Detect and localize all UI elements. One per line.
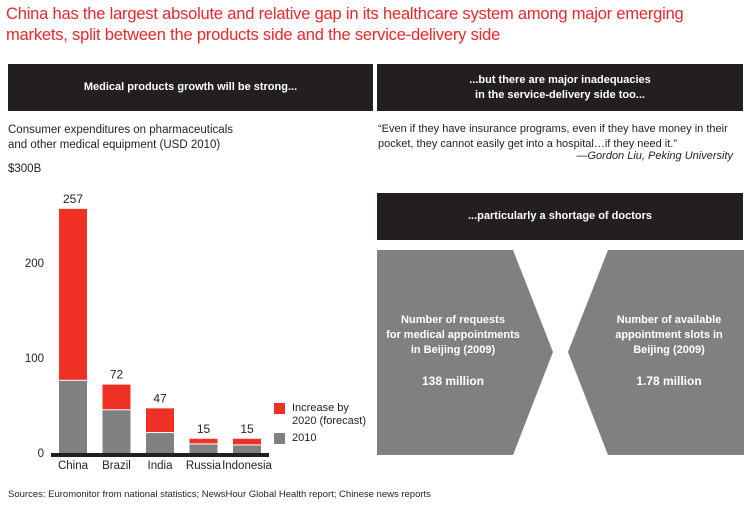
slots-line1: Number of available: [616, 314, 722, 326]
x-axis-baseline: [51, 453, 269, 457]
data-label-indonesia: 15: [240, 422, 254, 436]
slots-arrow-shape: [568, 250, 744, 455]
data-label-brazil: 72: [110, 368, 124, 382]
chart-subtitle: Consumer expenditures on pharmaceuticals…: [8, 123, 328, 153]
comparison-shapes: [377, 250, 744, 455]
requests-arrow-shape: [377, 250, 553, 455]
y-tick-label: 0: [38, 448, 44, 460]
bar-segment-2010-russia: [189, 444, 218, 453]
products-header-text: Medical products growth will be strong..…: [83, 81, 298, 93]
legend-swatch-increase: [274, 403, 285, 414]
legend-label-increase: Increase by: [292, 402, 349, 414]
bar-segment-increase-indonesia: [233, 438, 261, 445]
doctors-comparison: Number of requests for medical appointme…: [377, 250, 744, 455]
data-labels: 257 72 47 15 15: [63, 192, 254, 436]
data-label-india: 47: [153, 391, 167, 405]
quote-attribution: —Gordon Liu, Peking University: [576, 150, 733, 162]
bar-segment-2010-indonesia: [233, 445, 261, 453]
legend-swatch-2010: [274, 433, 285, 444]
chart-subtitle-line2: and other medical equipment (USD 2010): [8, 139, 221, 151]
category-label-india: India: [148, 460, 174, 472]
service-delivery-header-line2: in the service-delivery side too...: [475, 88, 645, 101]
bars: [59, 208, 261, 453]
doctors-shortage-header: ...particularly a shortage of doctors: [377, 193, 743, 240]
slots-line3: Beijing (2009): [633, 344, 705, 356]
doctors-shortage-header-text: ...particularly a shortage of doctors: [468, 210, 652, 222]
bar-segment-increase-china: [59, 208, 87, 380]
requests-line2: for medical appointments: [386, 329, 520, 341]
slots-line2: appointment slots in: [615, 329, 723, 341]
bar-chart: 0 100 200 257 72 47 15 15 China Brazil India Russ…: [25, 192, 366, 472]
products-header: Medical products growth will be strong..…: [8, 64, 373, 111]
requests-line1: Number of requests: [401, 314, 505, 326]
page-title: China has the largest absolute and relat…: [6, 5, 684, 44]
slots-value: 1.78 million: [636, 374, 702, 388]
category-label-china: China: [58, 460, 89, 472]
legend-label-2010: 2010: [292, 432, 316, 444]
requests-line3: in Beijing (2009): [410, 344, 496, 356]
data-label-china: 257: [63, 192, 83, 206]
slots-text: Number of available appointment slots in…: [599, 313, 739, 389]
data-label-russia: 15: [197, 422, 211, 436]
bar-segment-increase-brazil: [102, 384, 131, 410]
sources-note: Sources: Euromonitor from national stati…: [8, 489, 431, 500]
legend-label-increase-line2: 2020 (forecast): [292, 415, 366, 427]
category-label-indonesia: Indonesia: [222, 460, 272, 472]
requests-text: Number of requests for medical appointme…: [379, 313, 527, 389]
bar-segment-increase-russia: [189, 438, 218, 444]
y-tick-label: 200: [25, 258, 44, 270]
category-labels: China Brazil India Russia Indonesia: [58, 460, 273, 472]
quote-text: “Even if they have insurance programs, e…: [378, 123, 728, 150]
category-label-brazil: Brazil: [102, 460, 131, 472]
y-axis-ticks: 0 100 200: [25, 258, 44, 460]
bar-segment-2010-china: [59, 380, 87, 453]
service-delivery-header: ...but there are major inadequacies in t…: [377, 64, 743, 111]
chart-subtitle-line1: Consumer expenditures on pharmaceuticals: [8, 124, 234, 136]
bar-segment-2010-brazil: [102, 410, 131, 453]
requests-value: 138 million: [421, 374, 485, 388]
service-delivery-header-line1: ...but there are major inadequacies: [469, 73, 651, 86]
y-tick-label: 100: [25, 353, 44, 365]
y-axis-unit-label: $300B: [8, 163, 42, 175]
bar-segment-2010-india: [146, 433, 174, 453]
bar-segment-increase-india: [146, 408, 174, 433]
category-label-russia: Russia: [186, 460, 222, 472]
